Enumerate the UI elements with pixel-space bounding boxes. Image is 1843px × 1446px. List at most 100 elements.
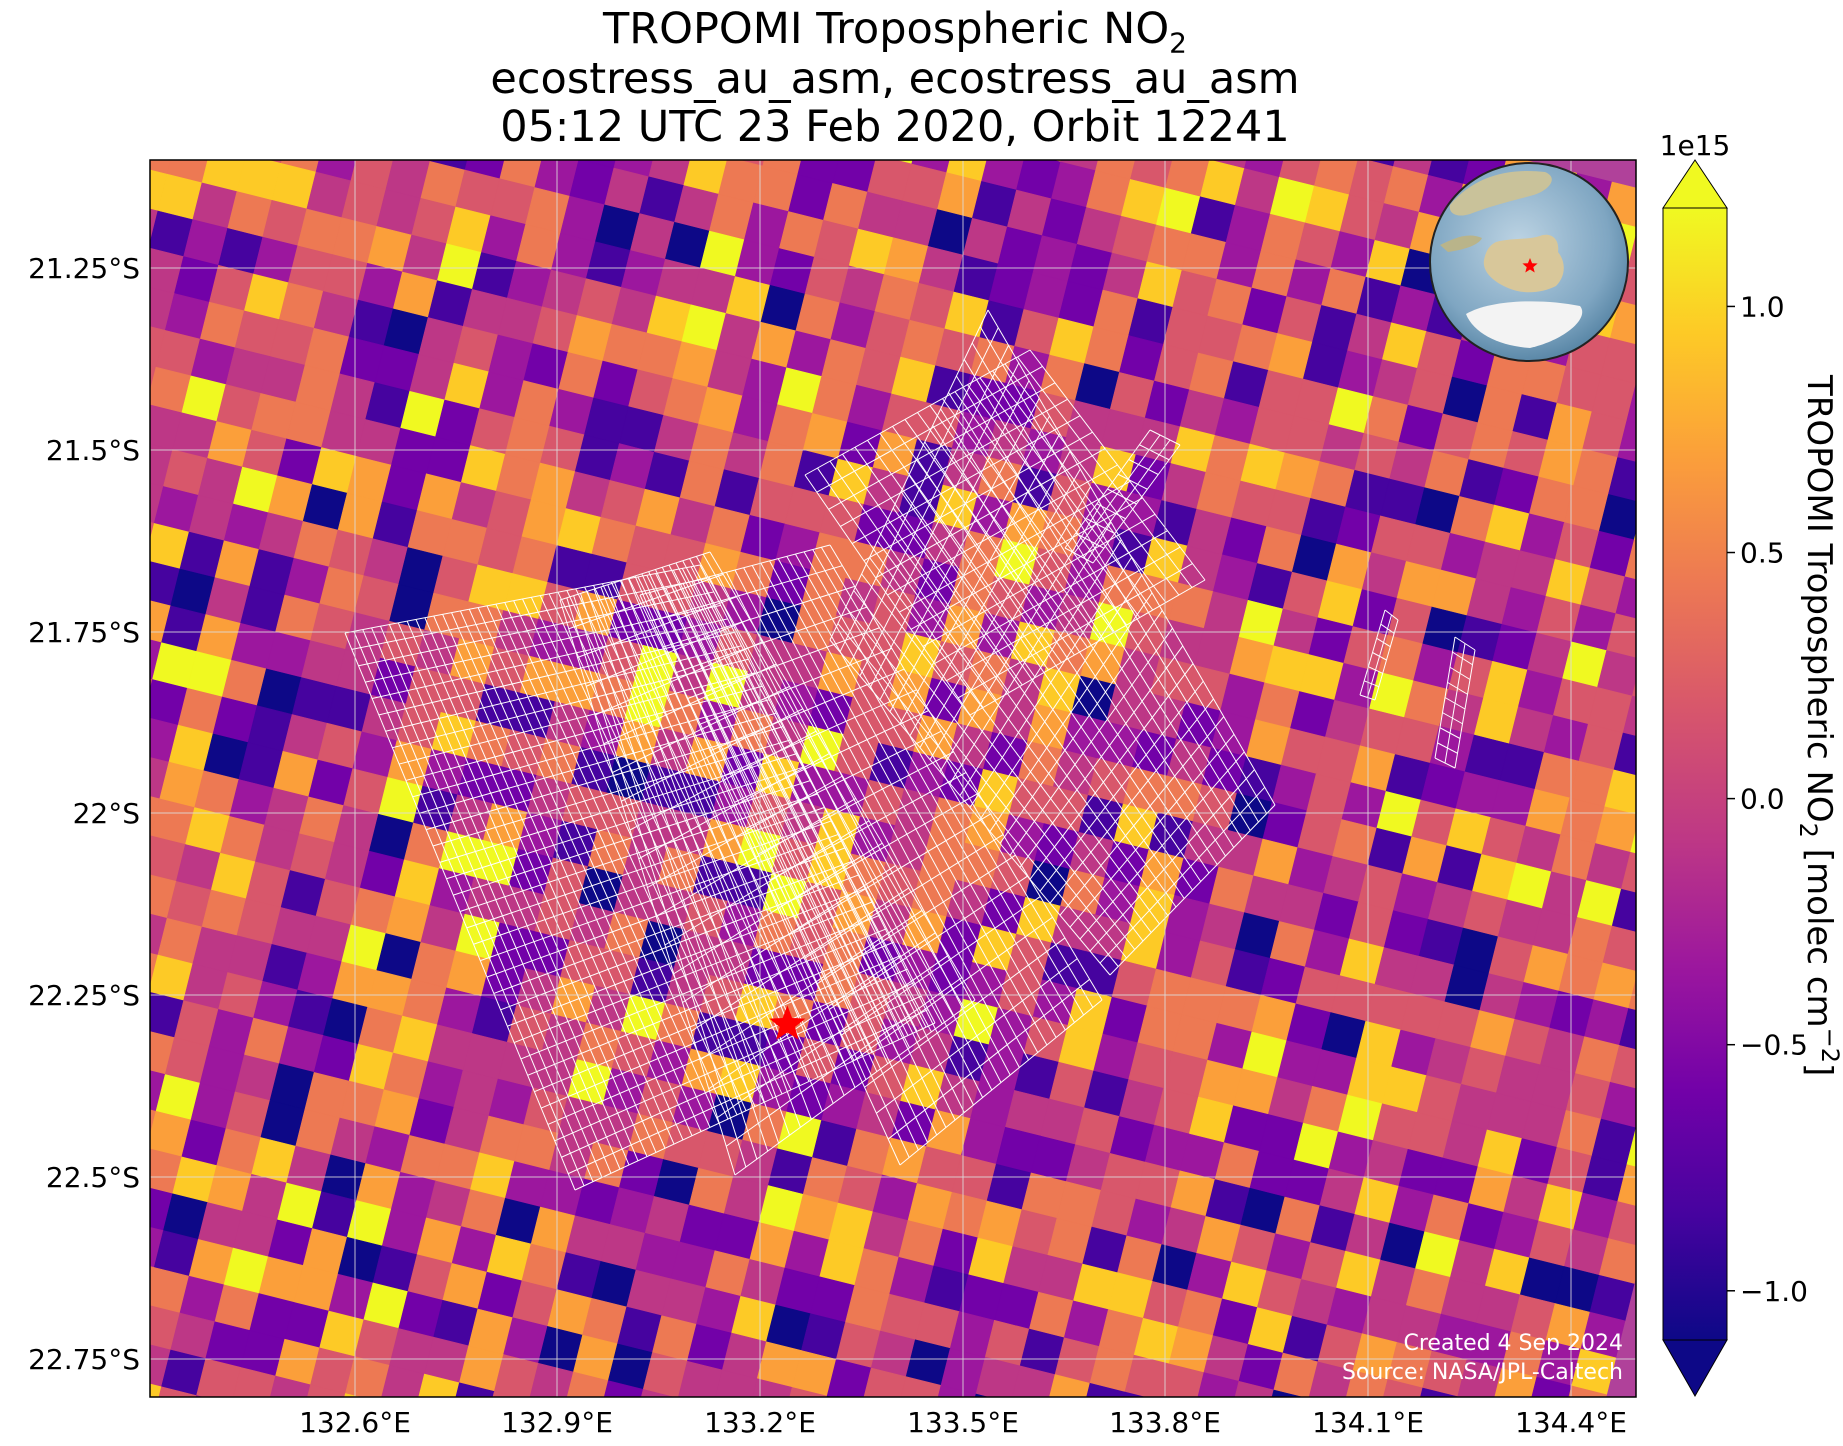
footprint-gridline [574, 1022, 936, 1191]
footprint-gridline [675, 606, 868, 674]
colorbar-tick-label: 1.0 [1740, 290, 1785, 323]
no2-pixel [842, 110, 886, 156]
no2-pixel [1289, 104, 1333, 150]
no2-pixel [325, 98, 369, 144]
no2-pixel [1622, 695, 1636, 737]
no2-pixel [101, 552, 145, 598]
no2-pixel [900, 1376, 942, 1397]
credit-created: Created 4 Sep 2024 [1404, 1331, 1624, 1356]
footprint-gridline [899, 433, 1061, 724]
footprint-gridline [466, 806, 825, 929]
footprint-gridline [949, 521, 1112, 784]
no2-pixel [1197, 1372, 1240, 1397]
footprint-gridline [989, 592, 1153, 832]
footprint-gridline [879, 398, 1040, 701]
footprint-gridline [805, 834, 1004, 959]
no2-pixel [455, 1382, 495, 1397]
no2-pixel [90, 745, 134, 791]
no2-pixel [101, 1296, 145, 1342]
footprint-gridline [1368, 666, 1383, 674]
no2-pixel [529, 1362, 574, 1397]
footprint-gridline [698, 647, 893, 726]
footprint-gridline [1372, 652, 1387, 661]
no2-pixel [141, 92, 185, 138]
no2-pixel [1140, 106, 1184, 152]
no2-pixel [1531, 1376, 1572, 1397]
no2-pixel [77, 1094, 121, 1140]
figure-title-line-2: ecostress_au_asm, ecostress_au_asm [490, 54, 1300, 104]
footprint-gridline [699, 909, 923, 1061]
lon-tick-label: 134.1°E [1312, 1406, 1424, 1439]
lon-tick-label: 133.2°E [704, 1406, 816, 1439]
no2-pixel [1051, 160, 1062, 163]
no2-pixel [1219, 86, 1263, 132]
footprint-gridline [1449, 666, 1471, 680]
footprint-gridline [969, 557, 1132, 808]
no2-pixel [1012, 1365, 1056, 1397]
footprint-gridline [852, 916, 1053, 1062]
no2-pixel [492, 1391, 518, 1397]
no2-pixel [1600, 337, 1636, 385]
no2-pixel [176, 100, 220, 146]
footprint-gridline [439, 753, 797, 863]
lon-tick-label: 133.5°E [907, 1406, 1019, 1439]
colorbar-tick-label: −0.5 [1740, 1029, 1808, 1062]
footprint-gridline [804, 349, 1031, 476]
no2-pixel [956, 99, 1000, 145]
no2-pixel [255, 81, 299, 127]
globe-antarctica-landmass [1466, 301, 1583, 348]
footprint-gridline [887, 464, 1118, 596]
no2-pixel [603, 1380, 644, 1397]
no2-pixel [1254, 95, 1298, 141]
footprint-gridline [887, 978, 1090, 1140]
no2-pixel [360, 107, 404, 153]
no2-pixel [441, 1420, 485, 1446]
footprint-gridline [651, 565, 843, 622]
inset-globe [1429, 162, 1629, 362]
footprint-gridline [1128, 459, 1159, 475]
footprint-gridline [690, 887, 910, 1032]
footprint-gridline [708, 932, 936, 1090]
lat-tick-label: 21.5°S [46, 434, 140, 467]
lat-tick-label: 21.75°S [28, 616, 140, 649]
footprint-gridline [426, 726, 784, 831]
footprint-gridline [540, 955, 901, 1109]
no2-pixel [423, 160, 431, 162]
lat-tick-label: 22.5°S [46, 1161, 140, 1194]
footprint-gridline [687, 627, 880, 700]
footprint-gridline [746, 730, 942, 829]
no2-pixel [1628, 233, 1636, 267]
no2-pixel [1568, 1385, 1607, 1397]
footprint-gridline [840, 398, 1068, 527]
no2-pixel [62, 855, 106, 901]
no2-pixel [158, 1386, 197, 1397]
colorbar-label: TROPOMI Tropospheric NO2 [molec cm−2] [1794, 374, 1843, 1076]
no2-pixel [863, 1367, 907, 1397]
footprint-gridline [840, 896, 1041, 1036]
footprint-gridline [682, 865, 896, 1003]
no2-pixel [826, 1395, 832, 1397]
footprint-gridline [934, 530, 1168, 665]
footprint-gridline [1117, 473, 1148, 490]
footprint-gridline [1039, 680, 1204, 892]
no2-pixel [1617, 1164, 1636, 1207]
footprint-gridline [876, 958, 1078, 1114]
footprint-gridline [647, 775, 843, 888]
footprint-gridline [1075, 532, 1105, 549]
footprint-gridline [849, 345, 1009, 665]
footprint-gridline [816, 365, 1043, 493]
footprint-gridline [889, 415, 1050, 713]
footprint-gridline [638, 753, 830, 860]
footprint-gridline [717, 954, 949, 1118]
footprint-scene-north-2 [804, 349, 1206, 716]
footprint-gridline [875, 448, 1106, 579]
no2-pixel [84, 469, 128, 515]
no2-pixel [1630, 829, 1636, 854]
globe-indonesia-landmass [1440, 235, 1482, 252]
footprint-gridline [1384, 609, 1399, 621]
colorbar: 1e15 1.0 0.5 0.0 −0.5 −1.0 TROPOMI Tropo… [1660, 129, 1843, 1398]
no2-pixel [1606, 613, 1636, 659]
no2-pixel [660, 1435, 704, 1446]
no2-pixel [232, 1367, 276, 1397]
